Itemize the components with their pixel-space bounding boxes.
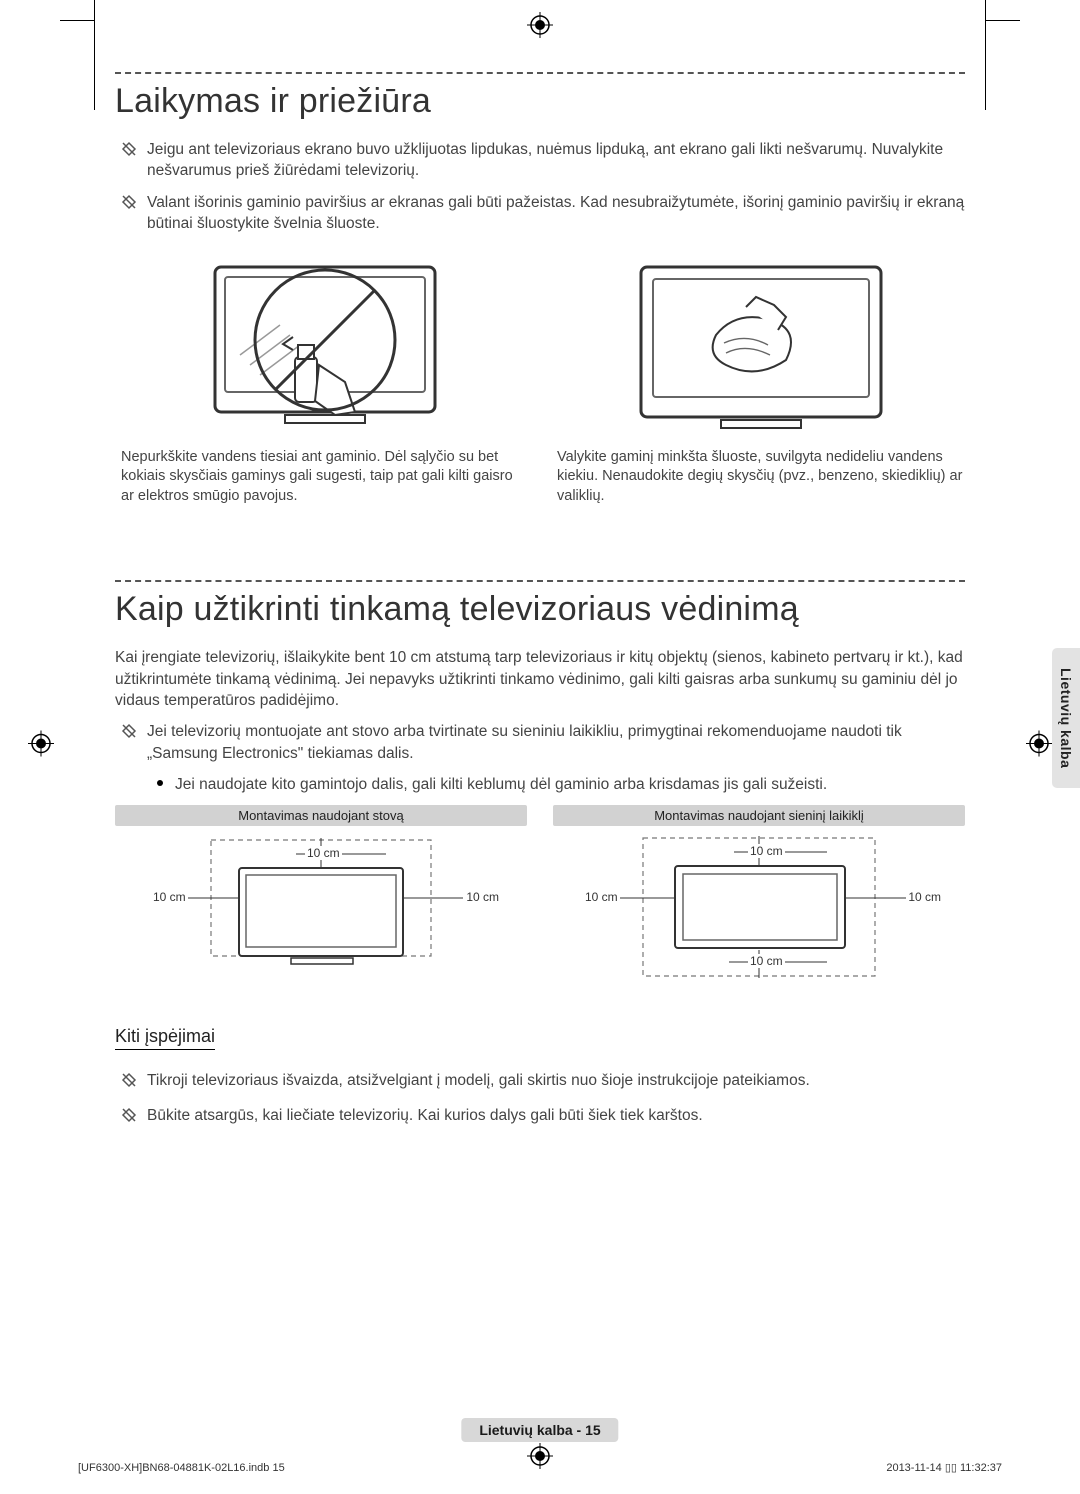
note-icon xyxy=(121,723,137,745)
note-icon xyxy=(121,141,137,163)
dim-label: 10 cm xyxy=(151,890,188,904)
section-divider xyxy=(115,580,965,582)
footer-file-info: [UF6300-XH]BN68-04881K-02L16.indb 15 xyxy=(78,1462,285,1474)
section-divider xyxy=(115,72,965,74)
crop-mark xyxy=(985,0,986,110)
note-item: Jeigu ant televizoriaus ekrano buvo užkl… xyxy=(121,139,965,182)
note-item: Jei televizorių montuojate ant stovo arb… xyxy=(121,721,965,764)
reg-mark-left xyxy=(28,731,54,764)
dim-label: 10 cm xyxy=(305,846,342,860)
reg-mark-top xyxy=(527,12,553,45)
diagram-header: Montavimas naudojant stovą xyxy=(115,805,527,826)
reg-mark-bottom xyxy=(527,1443,553,1476)
note-text: Jeigu ant televizoriaus ekrano buvo užkl… xyxy=(147,139,965,182)
crop-mark xyxy=(94,0,95,110)
diagram-header: Montavimas naudojant sieninį laikiklį xyxy=(553,805,965,826)
dim-label: 10 cm xyxy=(583,890,620,904)
dim-label: 10 cm xyxy=(464,890,501,904)
note-text: Valant išorinis gaminio paviršius ar ekr… xyxy=(147,192,965,235)
image-col-spray: Nepurkškite vandens tiesiai ant gaminio.… xyxy=(121,253,529,507)
image-col-wipe: Valykite gaminį minkšta šluoste, suvilgy… xyxy=(557,253,965,507)
image-caption: Valykite gaminį minkšta šluoste, suvilgy… xyxy=(557,448,965,507)
bullet-dot-icon xyxy=(157,780,163,786)
note-item: Valant išorinis gaminio paviršius ar ekr… xyxy=(121,192,965,235)
sub-bullet: Jei naudojate kito gamintojo dalis, gali… xyxy=(157,774,965,795)
image-caption: Nepurkškite vandens tiesiai ant gaminio.… xyxy=(121,448,529,507)
dim-label: 10 cm xyxy=(748,844,785,858)
dim-label: 10 cm xyxy=(748,954,785,968)
language-side-tab: Lietuvių kalba xyxy=(1052,648,1080,788)
image-wipe xyxy=(557,253,965,438)
reg-mark-right xyxy=(1026,731,1052,764)
section2-title: Kaip užtikrinti tinkamą televizoriaus vė… xyxy=(115,590,965,629)
note-text: Tikroji televizoriaus išvaizda, atsižvel… xyxy=(147,1070,810,1091)
crop-mark xyxy=(60,20,94,21)
ventilation-diagrams: Montavimas naudojant stovą 10 cm 10 cm 1… xyxy=(115,805,965,986)
diagram-stand: Montavimas naudojant stovą 10 cm 10 cm 1… xyxy=(115,805,527,986)
page-content: Laikymas ir priežiūra Jeigu ant televizo… xyxy=(115,72,965,1139)
note-icon xyxy=(121,1072,137,1094)
image-spray xyxy=(121,253,529,438)
cleaning-images-row: Nepurkškite vandens tiesiai ant gaminio.… xyxy=(121,253,965,507)
sub-heading: Kiti įspėjimai xyxy=(115,1026,215,1050)
note-item: Būkite atsargūs, kai liečiate televizori… xyxy=(121,1105,965,1129)
diagram-stand-body: 10 cm 10 cm 10 cm xyxy=(115,826,527,986)
note-text: Jei televizorių montuojate ant stovo arb… xyxy=(147,721,965,764)
crop-mark xyxy=(986,20,1020,21)
diagram-wall: Montavimas naudojant sieninį laikiklį 10… xyxy=(553,805,965,986)
sub-bullet-text: Jei naudojate kito gamintojo dalis, gali… xyxy=(175,774,827,795)
diagram-wall-body: 10 cm 10 cm 10 cm 10 cm xyxy=(553,826,965,986)
section1-title: Laikymas ir priežiūra xyxy=(115,82,965,121)
footer-page-pill: Lietuvių kalba - 15 xyxy=(461,1418,618,1442)
dim-label: 10 cm xyxy=(906,890,943,904)
note-text: Būkite atsargūs, kai liečiate televizori… xyxy=(147,1105,703,1126)
note-item: Tikroji televizoriaus išvaizda, atsižvel… xyxy=(121,1070,965,1094)
note-icon xyxy=(121,194,137,216)
side-tab-label: Lietuvių kalba xyxy=(1058,668,1074,768)
note-icon xyxy=(121,1107,137,1129)
section2-para: Kai įrengiate televizorių, išlaikykite b… xyxy=(115,647,965,711)
footer-timestamp: 2013-11-14 ▯▯ 11:32:37 xyxy=(886,1461,1002,1474)
